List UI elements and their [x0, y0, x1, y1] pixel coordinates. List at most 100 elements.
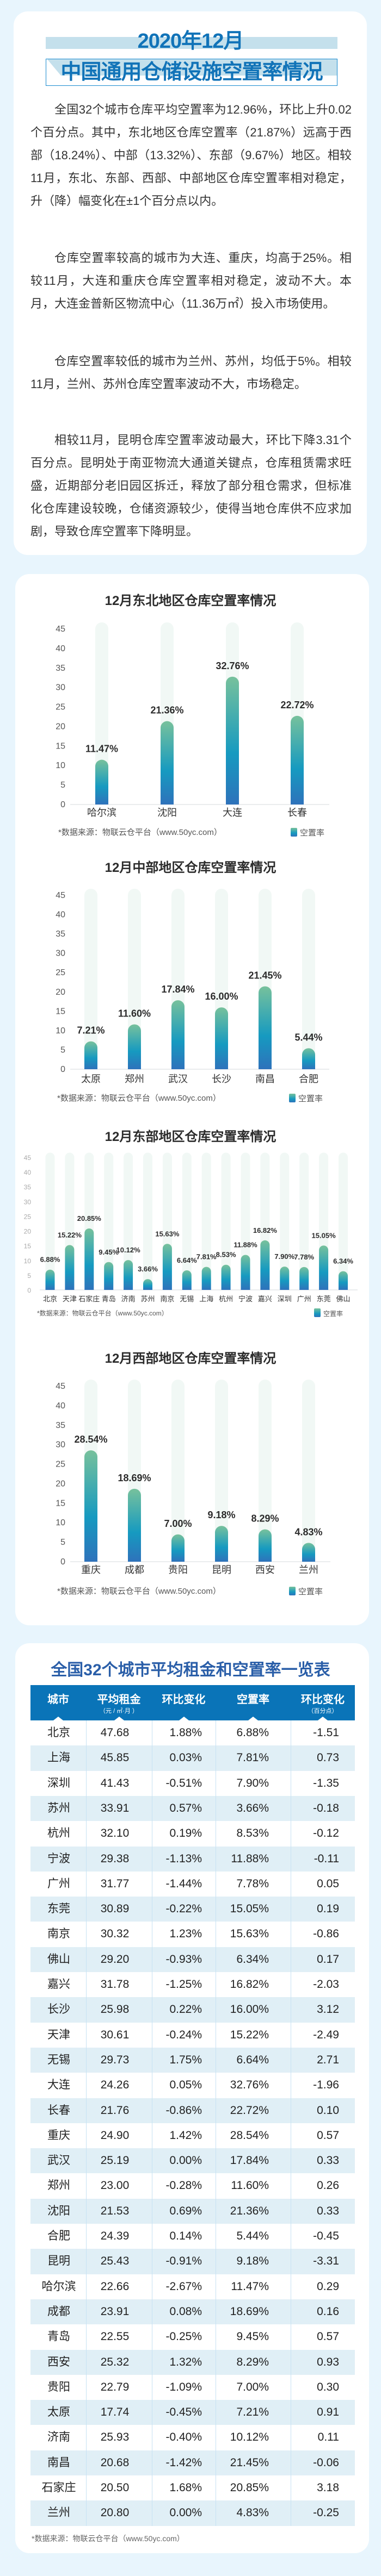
cell-city: 天津: [47, 2028, 70, 2041]
table-row: 济南 25.93 -0.40% 10.12% 0.11: [30, 2425, 355, 2450]
cell-rent: 23.91: [100, 2305, 130, 2318]
bar-济南: [124, 1260, 133, 1290]
cell-city: 昆明: [47, 2255, 70, 2268]
table-row: 西安 25.32 1.32% 8.29% 0.93: [30, 2349, 355, 2375]
cell-city: 长春: [47, 2104, 70, 2117]
x-tick-label: 合肥: [299, 1074, 318, 1084]
column-header-label: 环比变化: [301, 1694, 345, 1706]
table-row: 重庆 24.90 1.42% 28.54% 0.57: [30, 2123, 355, 2148]
data-label: 15.05%: [312, 1231, 336, 1239]
bar-track: [299, 1152, 309, 1290]
table-row: 佛山 29.20 -0.93% 6.34% 0.17: [30, 1947, 355, 1972]
bar-深圳: [280, 1267, 290, 1290]
table-row: 成都 23.91 0.08% 18.69% 0.16: [30, 2299, 355, 2325]
bar-苏州: [143, 1279, 152, 1290]
cell-vacancy: 6.88%: [236, 1726, 269, 1739]
table-row: 无锡 29.73 1.75% 6.64% 2.71: [30, 2047, 355, 2073]
cell-rent-change: 0.05%: [169, 2079, 202, 2092]
table-row: 石家庄 20.50 1.68% 20.85% 3.18: [30, 2475, 355, 2500]
cell-rent-change: 1.88%: [169, 1726, 202, 1739]
cell-vacancy: 20.85%: [230, 2481, 269, 2494]
data-label: 5.44%: [294, 1032, 322, 1043]
table-source: *数据来源：物联云仓平台（www.50yc.com）: [32, 2534, 185, 2543]
cell-rent-change: 0.57%: [169, 1801, 202, 1814]
paragraph-high-vacancy: 仓库空置率较高的城市为大连、重庆，均高于25%。相较11月，大连和重庆仓库空置率…: [30, 251, 352, 310]
cell-rent: 21.76: [100, 2104, 130, 2117]
x-tick-label: 无锡: [180, 1295, 194, 1303]
cell-vacancy: 15.22%: [230, 2028, 269, 2041]
y-tick-label: 15: [56, 1007, 65, 1016]
y-tick-label: 25: [56, 703, 65, 712]
cell-city: 杭州: [47, 1827, 70, 1840]
cell-rent: 25.32: [100, 2355, 130, 2368]
cell-rent-change: -0.51%: [165, 1776, 202, 1789]
cell-rent: 20.80: [100, 2506, 130, 2519]
table-row: 贵阳 22.79 -1.09% 7.00% 0.30: [30, 2375, 355, 2400]
cell-city: 哈尔滨: [41, 2280, 76, 2293]
cell-rent-change: -1.44%: [165, 1877, 202, 1890]
chart-title-east: 12月东部地区仓库空置率情况: [105, 1130, 276, 1144]
cell-rent-change: 1.42%: [169, 2129, 202, 2142]
y-tick-label: 40: [24, 1169, 32, 1176]
y-tick-label: 5: [60, 1538, 65, 1547]
cell-vacancy-change: 0.57: [317, 2129, 339, 2142]
bar-track: [302, 889, 315, 1069]
cell-vacancy: 4.83%: [236, 2506, 269, 2519]
data-label: 22.72%: [280, 700, 314, 710]
cell-vacancy-change: 0.29: [317, 2280, 339, 2293]
cell-vacancy-change: 0.19: [317, 1903, 339, 1916]
y-tick-label: 0: [60, 800, 65, 809]
table-row: 天津 30.61 -0.24% 15.22% -2.49: [30, 2023, 355, 2048]
cell-city: 成都: [47, 2305, 70, 2318]
cell-rent-change: 0.00%: [169, 2154, 202, 2167]
cell-city: 北京: [47, 1726, 70, 1739]
header-caret-icon: [114, 1717, 124, 1720]
cell-rent-change: -1.13%: [165, 1852, 202, 1865]
table-row: 南京 30.32 1.23% 15.63% -0.86: [30, 1922, 355, 1947]
bar-武汉: [171, 1000, 185, 1069]
table-header: 城市 平均租金 （元 / ㎡·月 ） 环比变化 空置率 环比变化 （百分点）: [30, 1685, 355, 1720]
cell-vacancy: 16.82%: [230, 1978, 269, 1991]
column-header-label: 环比变化: [162, 1694, 206, 1706]
x-tick-label: 北京: [43, 1295, 57, 1303]
bar-track: [182, 1152, 192, 1290]
cell-rent-change: -1.09%: [165, 2380, 202, 2393]
cell-city: 宁波: [47, 1852, 70, 1865]
cell-rent-change: -0.86%: [165, 2104, 202, 2117]
cell-vacancy-change: -2.03: [313, 1978, 339, 1991]
x-tick-label: 佛山: [336, 1295, 350, 1303]
cell-rent-change: -0.25%: [165, 2330, 202, 2343]
data-label: 20.85%: [77, 1214, 102, 1222]
cell-city: 苏州: [47, 1801, 70, 1814]
y-tick-label: 30: [56, 1440, 65, 1450]
bar-track: [201, 1152, 211, 1290]
cell-vacancy: 8.29%: [236, 2355, 269, 2368]
cell-vacancy: 3.66%: [236, 1801, 269, 1814]
cell-rent: 23.00: [100, 2179, 130, 2192]
x-tick-label: 嘉兴: [258, 1295, 272, 1303]
column-header: 空置率: [216, 1685, 291, 1720]
cell-city: 佛山: [47, 1953, 70, 1966]
cell-vacancy: 18.69%: [230, 2305, 269, 2318]
page-title: 中国通用仓储设施空置率情况: [60, 61, 323, 84]
y-tick-label: 25: [56, 968, 65, 977]
legend-swatch: [291, 828, 297, 837]
column-header-unit: （元 / ㎡·月 ）: [100, 1708, 138, 1714]
y-tick-label: 20: [56, 722, 65, 731]
data-label: 6.64%: [177, 1256, 197, 1264]
x-tick-label: 太原: [81, 1074, 101, 1084]
bar-合肥: [302, 1048, 315, 1069]
cell-vacancy-change: -1.96: [313, 2079, 339, 2092]
column-header-label: 空置率: [237, 1694, 269, 1706]
bar-成都: [128, 1488, 141, 1562]
bar-石家庄: [84, 1228, 94, 1290]
cell-rent-change: 1.75%: [169, 2053, 202, 2066]
table-row: 太原 17.74 -0.45% 7.21% 0.91: [30, 2400, 355, 2425]
chart-northeast: 0 5 10 15 20 25 30 35 40 45 11.47% 哈尔滨 21.36% 沈阳 32.76…: [56, 622, 329, 838]
cell-rent-change: -0.28%: [165, 2179, 202, 2192]
data-label: 21.45%: [248, 970, 281, 981]
cell-rent: 30.32: [100, 1928, 130, 1941]
y-tick-label: 30: [56, 949, 65, 958]
cell-rent: 30.89: [100, 1903, 130, 1916]
table-row: 南昌 20.68 -1.42% 21.45% -0.06: [30, 2450, 355, 2475]
